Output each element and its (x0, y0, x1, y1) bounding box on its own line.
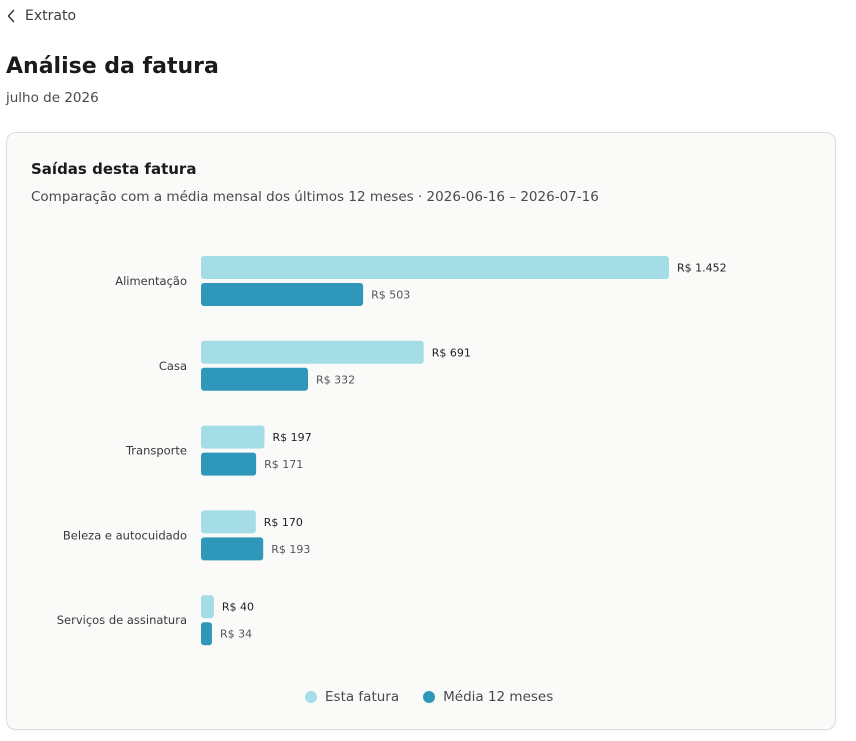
chart-card: Saídas desta fatura Comparação com a méd… (6, 132, 836, 730)
legend-label-average: Média 12 meses (443, 689, 554, 705)
value-label-current-alimentacao: R$ 1.452 (677, 262, 727, 275)
bar-average-casa[interactable] (201, 367, 309, 391)
value-label-average-alimentacao: R$ 503 (371, 289, 410, 302)
legend-item-average: Média 12 meses (423, 689, 553, 705)
category-label-beleza-e-autocuidado: Beleza e autocuidado (63, 528, 187, 542)
bar-chart: Alimentação R$ 1.452 R$ 503 Casa R$ 691 R$ 33… (57, 256, 727, 646)
bar-current-beleza-e-autocuidado[interactable] (201, 510, 256, 534)
chevron-left-icon (7, 9, 15, 23)
value-label-average-servicos-de-assinatura: R$ 34 (220, 628, 252, 641)
category-label-transporte: Transporte (125, 444, 187, 458)
bar-current-casa[interactable] (201, 340, 424, 364)
chart-title: Saídas desta fatura (31, 160, 197, 178)
legend-item-current: Esta fatura (305, 689, 399, 705)
bar-current-servicos-de-assinatura[interactable] (201, 595, 214, 619)
chart-subtitle: Comparação com a média mensal dos último… (31, 189, 599, 205)
category-label-servicos-de-assinatura: Serviços de assinatura (57, 613, 187, 627)
value-label-average-casa: R$ 332 (316, 373, 355, 386)
bar-average-transporte[interactable] (201, 452, 257, 476)
value-label-current-transporte: R$ 197 (272, 431, 311, 444)
legend-swatch-current (305, 691, 317, 703)
page-title: Análise da fatura (6, 54, 219, 79)
legend-swatch-average (423, 691, 436, 703)
back-link-label: Extrato (25, 8, 77, 24)
category-label-alimentacao: Alimentação (115, 274, 187, 288)
value-label-current-beleza-e-autocuidado: R$ 170 (264, 516, 303, 529)
value-label-average-transporte: R$ 171 (264, 458, 303, 471)
category-label-casa: Casa (159, 359, 187, 373)
bar-current-alimentacao[interactable] (201, 256, 669, 279)
bar-average-beleza-e-autocuidado[interactable] (201, 537, 264, 561)
bar-current-transporte[interactable] (201, 425, 265, 449)
value-label-current-servicos-de-assinatura: R$ 40 (222, 601, 254, 614)
back-link[interactable]: Extrato (6, 8, 76, 24)
value-label-average-beleza-e-autocuidado: R$ 193 (271, 543, 310, 556)
page-subtitle: julho de 2026 (6, 90, 99, 106)
value-label-current-casa: R$ 691 (432, 346, 471, 359)
chart-legend: Esta fatura Média 12 meses (305, 689, 553, 705)
bar-average-servicos-de-assinatura[interactable] (201, 622, 212, 646)
bar-average-alimentacao[interactable] (201, 283, 364, 306)
legend-label-current: Esta fatura (325, 689, 400, 705)
